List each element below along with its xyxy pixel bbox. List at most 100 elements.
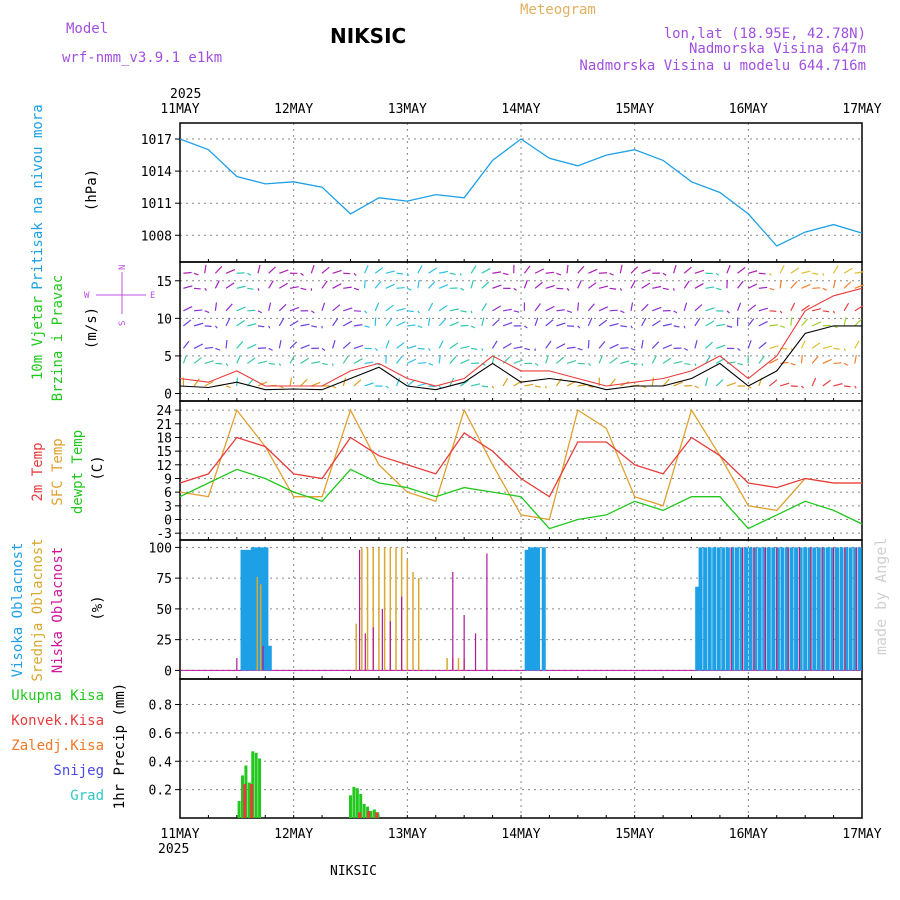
cloud-bar-mid — [378, 547, 380, 671]
wind-barb — [833, 362, 842, 365]
precipitation-panel-frame — [179, 678, 863, 819]
wind-barb — [598, 306, 609, 312]
wind-barb — [385, 318, 393, 327]
wind-barb — [428, 281, 436, 289]
cloud-bar-mid — [361, 547, 363, 671]
cloud-bar-low — [730, 547, 732, 671]
wind-barb — [417, 279, 420, 289]
cloud-bar-mid — [417, 578, 420, 671]
wind-barb — [662, 378, 670, 387]
wind-barb — [822, 379, 831, 387]
wind-barb — [225, 282, 235, 289]
wind-barb — [193, 378, 200, 387]
cloud-bar-low — [810, 547, 812, 671]
panels: 1008101110141017051015-30369121518212402… — [141, 122, 863, 819]
wind-barb — [300, 323, 310, 327]
wind-barb — [236, 319, 245, 327]
cloud-bar-high — [260, 547, 265, 671]
wind-barb — [214, 302, 218, 311]
wind-barb — [832, 265, 839, 274]
wind-barb — [609, 309, 618, 312]
wind-barb — [396, 321, 406, 327]
wind-barb — [609, 272, 614, 276]
cloud-bar-high — [794, 547, 799, 671]
cloud-bar-high — [830, 547, 835, 671]
precip-bar-total — [355, 788, 359, 818]
precip-legend-snow: Snijeg — [53, 763, 104, 779]
wind-barb — [395, 377, 401, 387]
top-day-label: 11MAY — [160, 102, 199, 117]
wind-barb — [300, 272, 304, 276]
wind-barb — [321, 266, 330, 274]
wind-barb — [780, 361, 789, 365]
wind-barb — [342, 355, 349, 364]
cloud-bar-high — [528, 547, 533, 671]
wind-barb — [471, 347, 478, 350]
wind-barb — [513, 287, 517, 291]
wind-barb — [715, 379, 724, 387]
precip-bar-conv — [358, 812, 362, 818]
pressure-ylabel: Pritisak na nivou mora (hPa) — [30, 104, 100, 289]
wind-barb — [279, 269, 289, 274]
wind-barb — [854, 305, 864, 312]
wind-barb — [843, 362, 849, 366]
cloud-bar-high — [730, 547, 735, 671]
wind-barb — [545, 340, 552, 349]
cloud-bar-high — [243, 549, 248, 671]
wind-barb — [833, 383, 843, 387]
wind-barb — [779, 382, 790, 387]
wind-barb — [417, 361, 427, 365]
wind-barb — [300, 357, 310, 364]
temperature-ylabel: 2m Temp SFC Temp dewpt Temp (C) — [30, 430, 106, 514]
wind-barb — [673, 360, 683, 365]
cloud-bar-high — [257, 547, 262, 671]
wind-barb — [311, 381, 321, 387]
wind-barb — [268, 325, 271, 329]
wind-barb — [502, 377, 509, 387]
pressure-ylabel-title: Pritisak na nivou mora — [30, 104, 46, 289]
precip-bar-total — [369, 810, 373, 818]
wind-barb — [843, 317, 847, 326]
precip-bar-total — [247, 782, 251, 818]
y-tick-label: 1008 — [141, 229, 172, 244]
wind-barb — [427, 317, 431, 326]
wind-barb — [204, 325, 212, 328]
wind-barb — [748, 270, 758, 274]
wind-barb — [758, 307, 768, 312]
wind-barb — [620, 325, 627, 328]
wind-barb — [247, 272, 252, 276]
wind-barb — [257, 310, 263, 314]
y-tick-label: 0.6 — [149, 727, 172, 742]
wind-barb — [204, 360, 214, 365]
wind-barb — [236, 306, 246, 312]
wind-barb — [406, 272, 410, 276]
wind-barb — [811, 308, 822, 312]
wind-barb — [438, 284, 449, 289]
wind-barb — [449, 356, 457, 364]
wind-barb — [620, 360, 630, 365]
wind-barb — [790, 317, 793, 326]
y-tick-label: 15 — [156, 445, 172, 460]
elevation-label: Nadmorska Visina 647m — [689, 41, 866, 57]
wind-barb — [854, 318, 862, 327]
wind-barb — [524, 347, 531, 351]
cloud-bar-high — [757, 547, 762, 671]
wind-barb — [854, 271, 864, 274]
wind-barb — [534, 317, 539, 327]
y-tick-label: 1017 — [141, 133, 172, 148]
wind-barb — [683, 347, 689, 351]
model-elevation-label: Nadmorska Visina u modelu 644.716m — [579, 58, 866, 74]
wind-barb — [310, 264, 315, 274]
cloud-bar-high — [789, 547, 794, 671]
cloud-bar-low — [486, 553, 488, 671]
wind-barb — [353, 324, 363, 327]
wind-barb — [545, 305, 555, 312]
cloud-bar-low — [855, 547, 857, 671]
cloud-bar-low — [844, 547, 846, 671]
cloud-bar-high — [853, 547, 858, 671]
precip-legend-graupel: Grad — [70, 788, 104, 804]
station-title: NIKSIC — [330, 24, 406, 48]
y-tick-label: 5 — [164, 350, 172, 365]
top-day-labels: 11MAY 12MAY 13MAY 14MAY 15MAY 16MAY 17MAY — [160, 102, 881, 117]
wind-barb — [193, 356, 202, 364]
